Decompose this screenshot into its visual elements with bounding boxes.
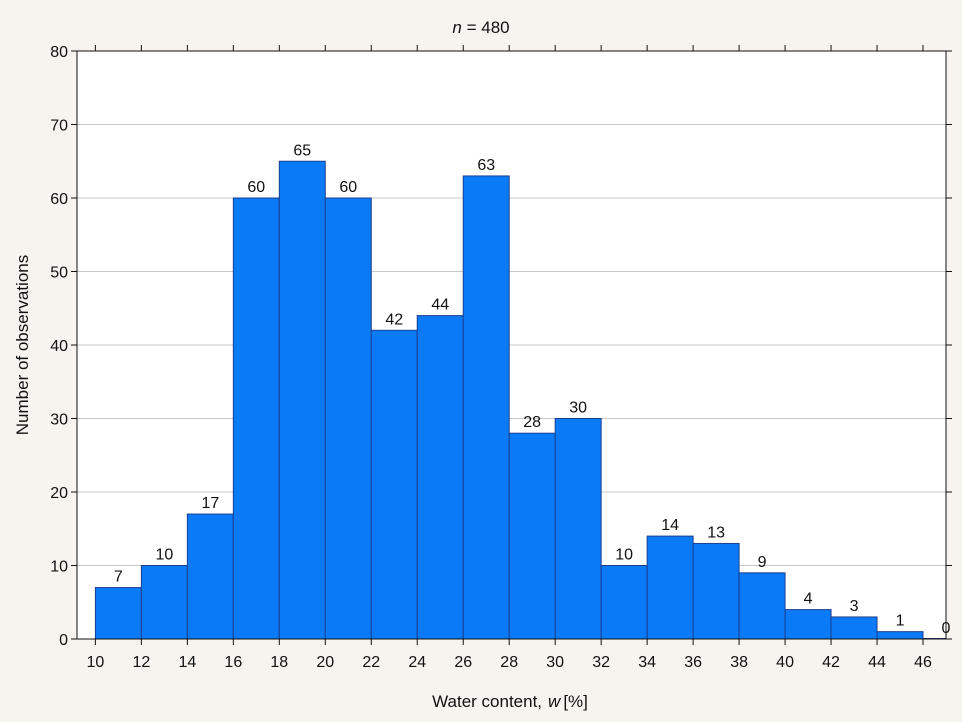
bar-value-label: 42 xyxy=(385,311,403,328)
bar-value-label: 3 xyxy=(850,598,859,615)
bars xyxy=(94,160,946,640)
bar xyxy=(278,160,326,640)
y-tick-label: 10 xyxy=(50,559,68,576)
x-tick-label: 24 xyxy=(408,654,426,671)
bar-value-label: 30 xyxy=(569,400,587,417)
bar xyxy=(830,616,878,640)
y-tick-label: 20 xyxy=(50,485,68,502)
x-tick-label: 26 xyxy=(454,654,472,671)
bar xyxy=(646,535,694,640)
bar-value-label: 63 xyxy=(477,157,495,174)
x-tick-label: 28 xyxy=(500,654,518,671)
bar-value-label: 60 xyxy=(247,179,265,196)
x-tick-label: 30 xyxy=(546,654,564,671)
bar xyxy=(554,418,602,640)
bar-value-label: 13 xyxy=(707,524,725,541)
x-tick-label: 20 xyxy=(316,654,334,671)
bar xyxy=(738,572,786,640)
bar-value-label: 4 xyxy=(804,591,813,608)
x-axis-title-unit: [%] xyxy=(563,692,588,711)
y-tick-label: 50 xyxy=(50,265,68,282)
bar-value-label: 44 xyxy=(431,297,449,314)
bar xyxy=(140,565,188,640)
x-axis: 10 12 14 16 18 20 22 24 26 28 30 32 34 36 38 40 42 44 46 xyxy=(86,45,932,671)
y-tick-label: 30 xyxy=(50,412,68,429)
x-tick-label: 38 xyxy=(730,654,748,671)
chart-title: n = 480 xyxy=(452,18,509,37)
bar-value-label: 10 xyxy=(155,547,173,564)
bar xyxy=(324,197,372,640)
bar-value-label: 10 xyxy=(615,547,633,564)
bar-value-label: 9 xyxy=(758,554,767,571)
bar xyxy=(508,432,556,640)
y-tick-label: 40 xyxy=(50,338,68,355)
bar xyxy=(784,609,832,640)
x-tick-label: 14 xyxy=(178,654,196,671)
bar-value-label: 7 xyxy=(114,569,123,586)
bar-value-label: 17 xyxy=(201,495,219,512)
bar xyxy=(600,565,648,640)
y-axis-title: Number of observations xyxy=(13,255,32,435)
y-tick-label: 0 xyxy=(59,632,68,649)
bar-value-label: 60 xyxy=(339,179,357,196)
bar-value-label: 65 xyxy=(293,142,311,159)
x-tick-label: 34 xyxy=(638,654,656,671)
y-tick-label: 70 xyxy=(50,118,68,135)
bar xyxy=(692,542,740,640)
bar xyxy=(94,587,142,640)
bar xyxy=(876,631,924,640)
x-tick-label: 40 xyxy=(776,654,794,671)
y-tick-label: 80 xyxy=(50,44,68,61)
x-tick-label: 18 xyxy=(270,654,288,671)
x-tick-label: 10 xyxy=(86,654,104,671)
bar xyxy=(416,315,464,640)
bar xyxy=(370,329,418,640)
bar-value-label: 1 xyxy=(896,613,905,630)
chart-title-variable: n xyxy=(452,18,461,37)
bar-value-label: 14 xyxy=(661,517,679,534)
x-tick-label: 32 xyxy=(592,654,610,671)
chart-title-rest: = 480 xyxy=(462,18,510,37)
x-axis-title-variable: w xyxy=(548,692,562,711)
x-tick-label: 42 xyxy=(822,654,840,671)
y-tick-label: 60 xyxy=(50,191,68,208)
x-axis-title: Water content, w [%] xyxy=(432,692,588,711)
x-tick-label: 16 xyxy=(224,654,242,671)
bar xyxy=(186,513,234,640)
x-axis-title-main: Water content, xyxy=(432,692,542,711)
x-tick-label: 44 xyxy=(868,654,886,671)
x-tick-label: 22 xyxy=(362,654,380,671)
bar-value-label: 0 xyxy=(942,620,951,637)
bar xyxy=(232,197,280,640)
x-tick-label: 12 xyxy=(132,654,150,671)
bar xyxy=(462,175,510,640)
x-tick-label: 36 xyxy=(684,654,702,671)
bar-value-label: 28 xyxy=(523,414,541,431)
x-tick-label: 46 xyxy=(914,654,932,671)
